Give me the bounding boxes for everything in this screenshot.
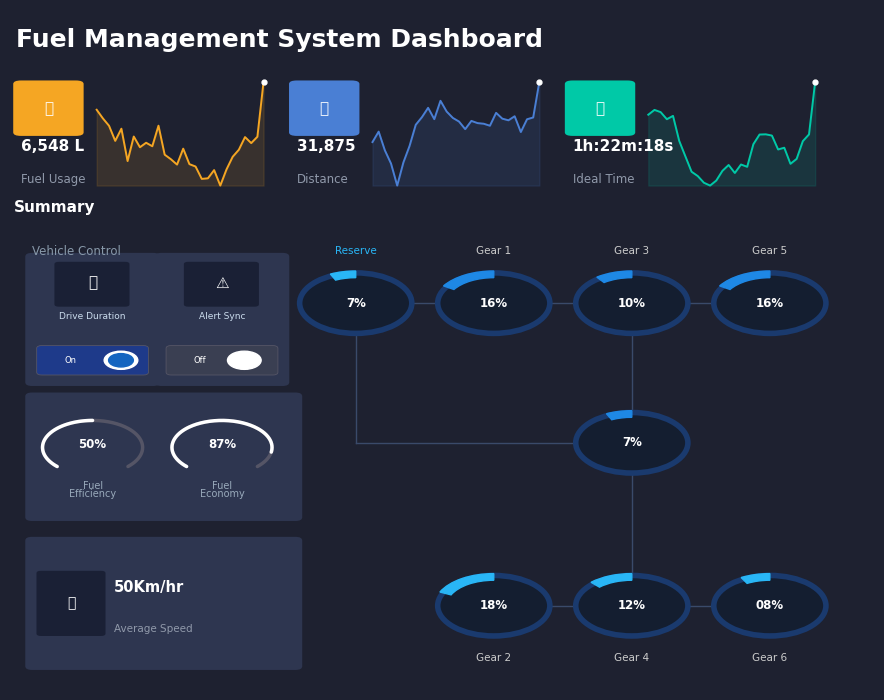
FancyBboxPatch shape bbox=[26, 393, 302, 521]
Circle shape bbox=[575, 575, 688, 636]
Text: Distance: Distance bbox=[297, 173, 348, 186]
Text: 08%: 08% bbox=[756, 599, 784, 612]
Wedge shape bbox=[444, 271, 494, 290]
Circle shape bbox=[713, 273, 826, 333]
Text: ⏱: ⏱ bbox=[88, 276, 97, 290]
FancyBboxPatch shape bbox=[289, 80, 360, 136]
Text: Drive Duration: Drive Duration bbox=[59, 312, 126, 321]
Text: 31,875: 31,875 bbox=[297, 139, 355, 155]
Circle shape bbox=[300, 273, 412, 333]
FancyBboxPatch shape bbox=[26, 253, 160, 386]
Text: 6,548 L: 6,548 L bbox=[21, 139, 84, 155]
FancyBboxPatch shape bbox=[36, 346, 149, 375]
FancyBboxPatch shape bbox=[184, 262, 259, 307]
Text: Gear 3: Gear 3 bbox=[614, 246, 650, 256]
Text: 87%: 87% bbox=[208, 438, 236, 451]
FancyBboxPatch shape bbox=[155, 253, 289, 386]
Wedge shape bbox=[741, 573, 770, 583]
Text: 📍: 📍 bbox=[320, 101, 329, 116]
Text: ⚠: ⚠ bbox=[215, 276, 229, 290]
Wedge shape bbox=[591, 573, 632, 587]
Wedge shape bbox=[331, 271, 355, 280]
FancyBboxPatch shape bbox=[166, 346, 278, 375]
Text: 1h:22m:18s: 1h:22m:18s bbox=[573, 139, 674, 155]
Text: Fuel: Fuel bbox=[212, 481, 232, 491]
Text: 18%: 18% bbox=[480, 599, 507, 612]
Text: Economy: Economy bbox=[200, 489, 244, 499]
Wedge shape bbox=[720, 271, 770, 290]
Text: Average Speed: Average Speed bbox=[114, 624, 193, 634]
Text: Gear 6: Gear 6 bbox=[752, 652, 788, 663]
Circle shape bbox=[227, 351, 261, 370]
Text: Alert Sync: Alert Sync bbox=[199, 312, 245, 321]
Text: 50Km/hr: 50Km/hr bbox=[114, 580, 185, 594]
FancyBboxPatch shape bbox=[13, 80, 84, 136]
Text: Fuel: Fuel bbox=[82, 481, 103, 491]
Circle shape bbox=[438, 273, 550, 333]
FancyBboxPatch shape bbox=[565, 80, 636, 136]
Wedge shape bbox=[440, 573, 494, 595]
Text: Gear 4: Gear 4 bbox=[614, 652, 650, 663]
Text: Fuel Usage: Fuel Usage bbox=[21, 173, 86, 186]
Text: Fuel Management System Dashboard: Fuel Management System Dashboard bbox=[16, 28, 543, 52]
Text: Ideal Time: Ideal Time bbox=[573, 173, 634, 186]
Text: 16%: 16% bbox=[480, 297, 507, 309]
Text: 🕑: 🕑 bbox=[67, 596, 75, 610]
Circle shape bbox=[104, 351, 138, 370]
Text: 50%: 50% bbox=[79, 438, 107, 451]
Text: Summary: Summary bbox=[14, 199, 95, 215]
Text: Gear 5: Gear 5 bbox=[752, 246, 788, 256]
Text: 7%: 7% bbox=[621, 436, 642, 449]
Text: 16%: 16% bbox=[756, 297, 784, 309]
Text: Reserve: Reserve bbox=[335, 246, 377, 256]
FancyBboxPatch shape bbox=[36, 570, 105, 636]
Text: Gear 2: Gear 2 bbox=[476, 652, 511, 663]
Wedge shape bbox=[606, 411, 632, 420]
Text: Efficiency: Efficiency bbox=[69, 489, 116, 499]
Text: 10%: 10% bbox=[618, 297, 646, 309]
Circle shape bbox=[575, 412, 688, 473]
FancyBboxPatch shape bbox=[26, 537, 302, 670]
Circle shape bbox=[438, 575, 550, 636]
Wedge shape bbox=[597, 271, 632, 283]
Text: ⛽: ⛽ bbox=[44, 101, 53, 116]
FancyBboxPatch shape bbox=[55, 262, 129, 307]
Circle shape bbox=[109, 354, 133, 367]
Text: Off: Off bbox=[194, 356, 206, 365]
Circle shape bbox=[713, 575, 826, 636]
Text: 12%: 12% bbox=[618, 599, 646, 612]
Circle shape bbox=[575, 273, 688, 333]
Text: Vehicle Control: Vehicle Control bbox=[32, 245, 121, 258]
Text: ⏱: ⏱ bbox=[596, 101, 605, 116]
Text: On: On bbox=[65, 356, 76, 365]
Text: Gear 1: Gear 1 bbox=[476, 246, 511, 256]
Text: 7%: 7% bbox=[346, 297, 366, 309]
